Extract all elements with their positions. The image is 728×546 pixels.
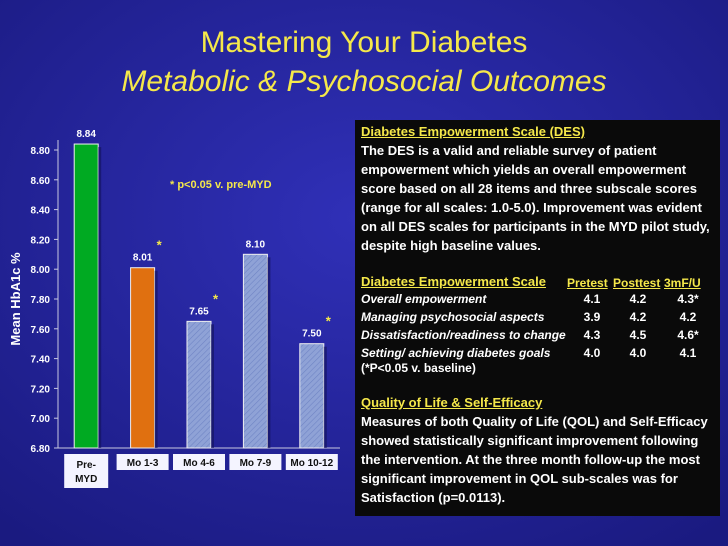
category-box: [229, 454, 282, 470]
col-pretest: Pretest: [567, 276, 608, 290]
y-tick-label: 7.00: [31, 414, 51, 425]
bar-value-label: 8.10: [246, 239, 266, 250]
y-tick-label: 8.40: [31, 206, 51, 217]
category-label: Pre-: [76, 460, 95, 471]
des-row-overall: Overall empowerment 4.1 4.2 4.3*: [361, 292, 699, 306]
bar-value-label: 8.84: [76, 129, 96, 140]
category-label: MYD: [75, 474, 97, 485]
bar-shadow: [211, 324, 214, 448]
bar-mo-4-6: [186, 320, 212, 449]
category-label: Mo 1-3: [127, 458, 159, 469]
slide-title: Mastering Your Diabetes: [200, 26, 528, 59]
bar-shadow: [154, 270, 158, 448]
category-box: [285, 454, 338, 470]
significance-star: *: [157, 238, 163, 253]
bar-shadow: [267, 257, 271, 448]
des-table-heading: Diabetes Empowerment Scale: [361, 274, 546, 289]
bar-shadow: [323, 346, 327, 448]
bar-value-label: 7.50: [302, 329, 322, 340]
category-box: [173, 454, 225, 470]
bar-mo-10-12: [299, 343, 325, 449]
y-tick-label: 8.20: [31, 235, 51, 246]
category-label: Mo 10-12: [290, 458, 333, 469]
y-tick-label: 6.80: [31, 444, 51, 455]
des-row-goals: Setting/ achieving diabetes goals 4.0 4.…: [361, 346, 697, 360]
bar-value-label: 7.65: [189, 306, 209, 317]
col-posttest: Posttest: [613, 276, 661, 290]
bar-mo-1-3: [130, 267, 156, 449]
bar-pre-myd: [73, 143, 99, 449]
y-tick-label: 7.40: [31, 355, 51, 366]
col-3mfu: 3mF/U: [664, 276, 701, 290]
results-panel: [355, 120, 720, 516]
category-box: [64, 454, 109, 488]
slide-subtitle: Metabolic & Psychosocial Outcomes: [121, 65, 607, 98]
bar-value-label: 8.01: [133, 253, 153, 264]
des-description: The DES is a valid and reliable survey o…: [361, 143, 710, 253]
y-tick-label: 7.60: [31, 325, 51, 336]
y-tick-label: 7.80: [31, 295, 51, 306]
des-row-psychosocial: Managing psychosocial aspects 3.9 4.2 4.…: [361, 310, 697, 324]
significance-note: * p<0.05 v. pre-MYD: [170, 179, 272, 191]
qol-description: Measures of both Quality of Life (QOL) a…: [361, 414, 708, 505]
significance-star: *: [213, 291, 219, 306]
y-tick-label: 7.20: [31, 384, 51, 395]
category-box: [116, 454, 169, 470]
table-footnote: (*P<0.05 v. baseline): [361, 361, 476, 375]
category-label: Mo 7-9: [240, 458, 272, 469]
y-axis-title: Mean HbA1c %: [8, 252, 23, 346]
bar-shadow: [98, 147, 102, 448]
des-row-dissatisfaction: Dissatisfaction/readiness to change 4.3 …: [361, 328, 699, 342]
significance-star: *: [326, 314, 332, 329]
des-heading: Diabetes Empowerment Scale (DES): [361, 124, 585, 139]
bar-mo-7-9: [242, 253, 268, 449]
hba1c-bar-chart: 8.80 8.60 8.40 8.20 8.00 7.80 7.60 7.40 7.20 7.00…: [8, 129, 340, 488]
y-tick-label: 8.80: [31, 146, 51, 157]
y-tick-label: 8.60: [31, 176, 51, 187]
y-tick-label: 8.00: [31, 265, 51, 276]
category-label: Mo 4-6: [183, 458, 215, 469]
qol-heading: Quality of Life & Self-Efficacy: [361, 395, 543, 410]
